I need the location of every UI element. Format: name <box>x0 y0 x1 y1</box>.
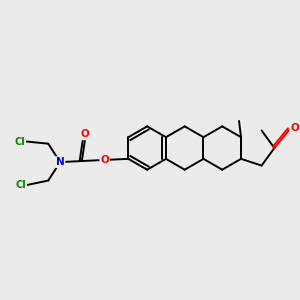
Text: O: O <box>290 123 299 133</box>
Text: Cl: Cl <box>14 136 25 146</box>
Text: O: O <box>100 155 109 165</box>
Text: Cl: Cl <box>15 180 26 190</box>
Text: N: N <box>56 157 64 167</box>
Text: O: O <box>81 129 89 140</box>
